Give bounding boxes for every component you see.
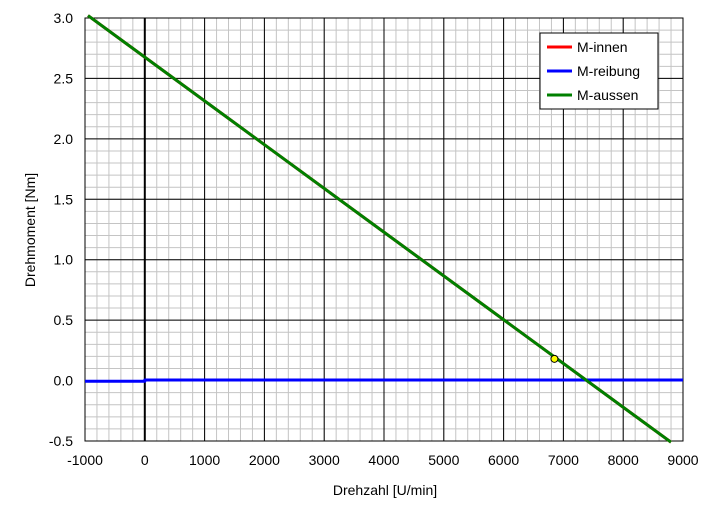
marker-group (550, 354, 559, 363)
x-tick-labels: -1000 0 1000 2000 3000 4000 5000 6000 7000 8000 90… (67, 452, 699, 468)
x-tick-label: 4000 (368, 452, 399, 468)
x-tick-label: -1000 (67, 452, 103, 468)
legend-label: M-innen (577, 39, 628, 55)
x-tick-label: 9000 (667, 452, 698, 468)
y-tick-label: 0.5 (54, 312, 74, 328)
legend-label: M-reibung (577, 63, 640, 79)
x-tick-label: 3000 (309, 452, 340, 468)
data-marker (550, 354, 559, 363)
x-tick-label: 1000 (189, 452, 220, 468)
legend-label: M-aussen (577, 87, 638, 103)
y-tick-label: 2.5 (54, 70, 74, 86)
plot-frame (84, 17, 684, 442)
y-tick-label: 3.0 (54, 10, 74, 26)
x-tick-label: 7000 (548, 452, 579, 468)
x-tick-label: 8000 (608, 452, 639, 468)
x-tick-label: 0 (141, 452, 149, 468)
y-axis-label: Drehmoment [Nm] (22, 173, 38, 287)
y-tick-label: 2.0 (54, 131, 74, 147)
x-tick-label: 6000 (488, 452, 519, 468)
x-axis-label: Drehzahl [U/min] (333, 482, 437, 498)
axes (84, 17, 684, 442)
series-line-m-reibung (85, 378, 683, 383)
legend: M-innen M-reibung M-aussen (539, 32, 659, 110)
y-tick-label: 1.0 (54, 252, 74, 268)
y-tick-label: -0.5 (49, 433, 73, 449)
y-tick-labels: -0.5 0.0 0.5 1.0 1.5 2.0 2.5 3.0 (49, 10, 73, 449)
series-line-m-aussen (87, 14, 672, 444)
x-tick-label: 2000 (249, 452, 280, 468)
x-tick-label: 5000 (428, 452, 459, 468)
y-tick-label: 0.0 (54, 373, 74, 389)
y-tick-label: 1.5 (54, 191, 74, 207)
series-group (85, 14, 683, 444)
